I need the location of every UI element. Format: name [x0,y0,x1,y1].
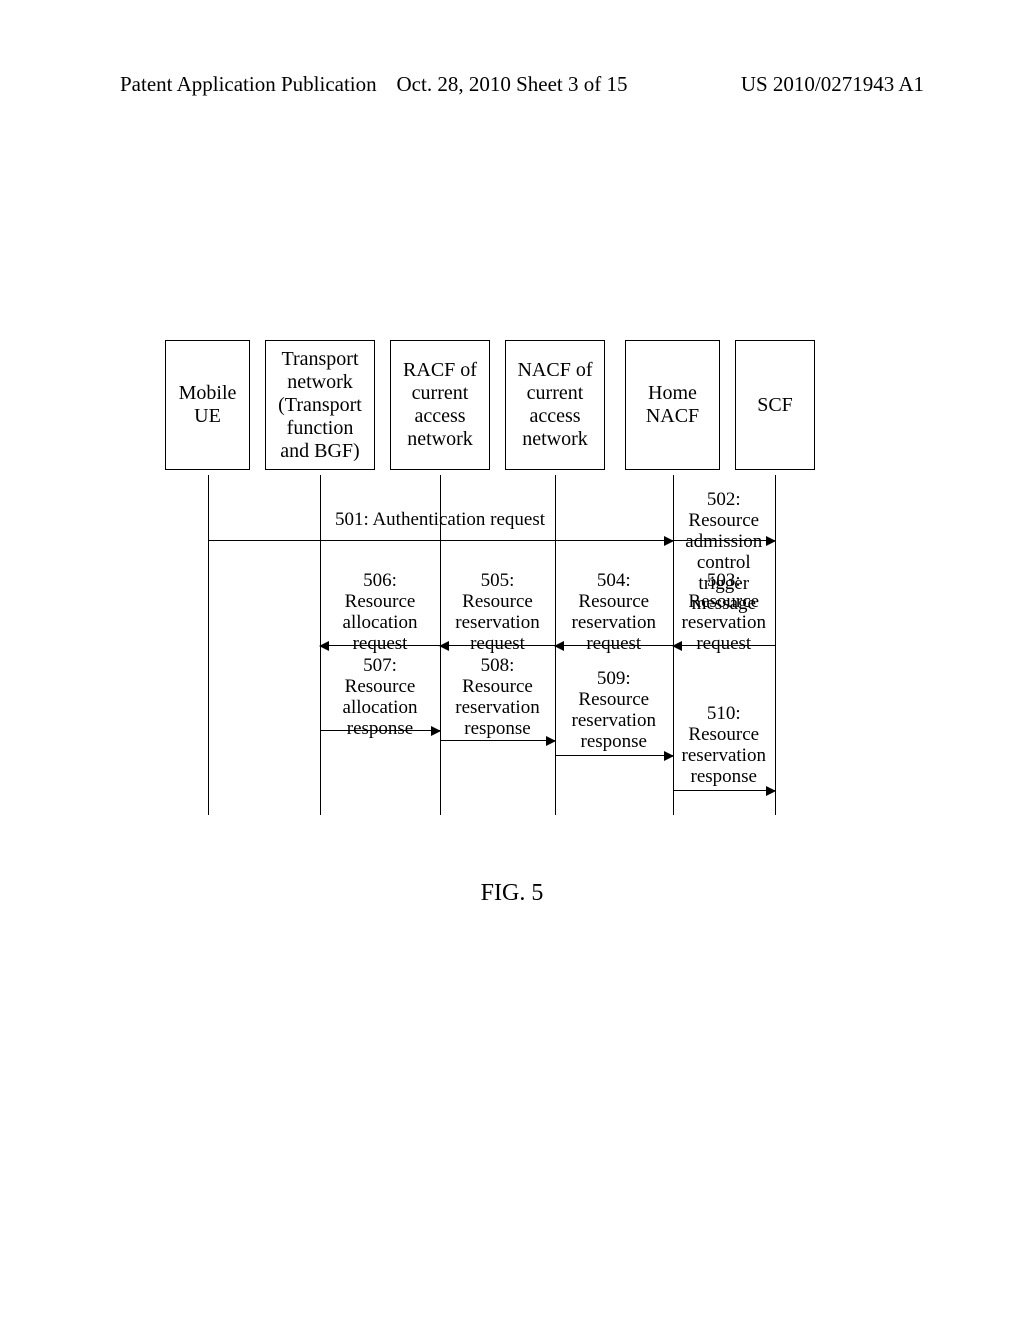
figure-caption: FIG. 5 [0,880,1024,907]
page-header: Patent Application Publication Oct. 28, … [0,72,1024,97]
sequence-diagram: Mobile UETransport network (Transport fu… [165,340,865,820]
message-507: 507: Resource allocation response [320,656,440,740]
actor-transport: Transport network (Transport function an… [265,340,375,470]
actor-scf: SCF [735,340,815,470]
message-503: 503: Resource reservation request [673,571,776,655]
actor-racf: RACF of current access network [390,340,490,470]
arrow-510 [673,790,776,791]
actors-row: Mobile UETransport network (Transport fu… [165,340,865,475]
arrow-508 [440,740,555,741]
lifeline-scf [775,475,776,815]
arrow-509 [555,755,673,756]
message-506: 506: Resource allocation request [320,571,440,655]
actor-nacf: NACF of current access network [505,340,605,470]
message-508: 508: Resource reservation response [440,656,555,740]
arrow-501 [208,540,673,541]
message-501: 501: Authentication request [208,510,673,531]
message-504: 504: Resource reservation request [555,571,673,655]
header-center: Oct. 28, 2010 Sheet 3 of 15 [0,72,1024,97]
message-510: 510: Resource reservation response [673,704,776,788]
figure-caption-text: FIG. 5 [481,880,544,906]
actor-homenacf: Home NACF [625,340,720,470]
message-509: 509: Resource reservation response [555,669,673,753]
actor-ue: Mobile UE [165,340,250,470]
message-505: 505: Resource reservation request [440,571,555,655]
